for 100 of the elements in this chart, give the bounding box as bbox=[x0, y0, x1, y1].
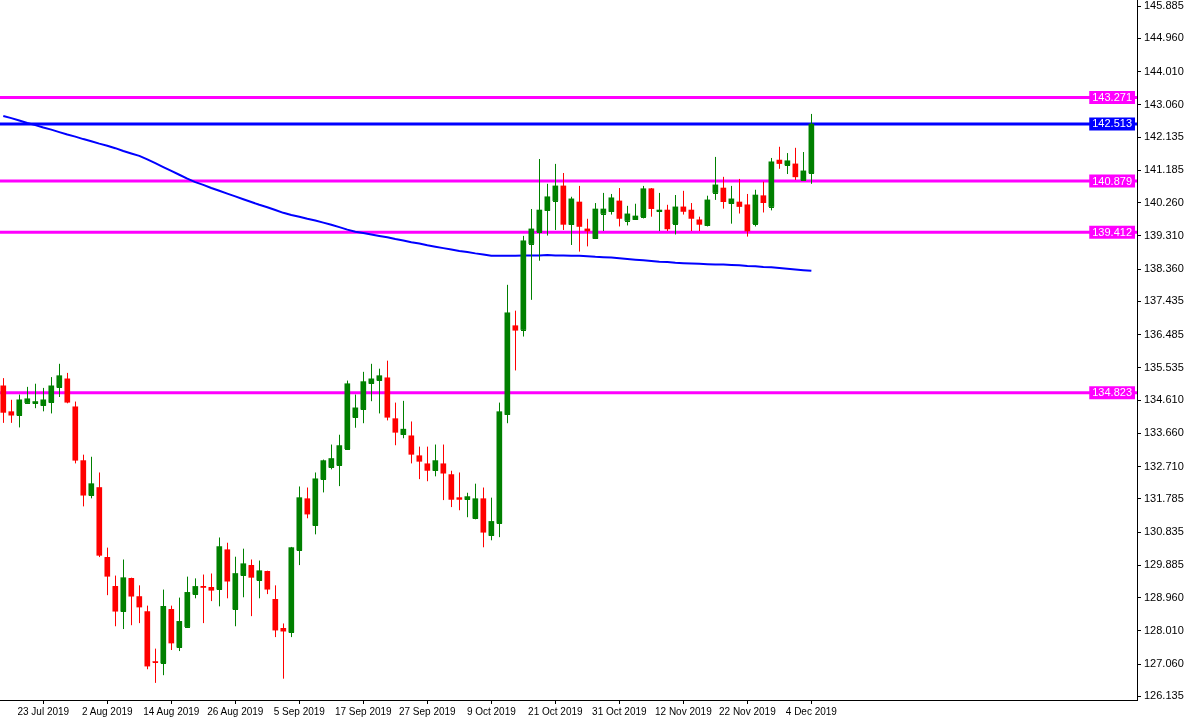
candlestick bbox=[640, 185, 647, 219]
candlestick bbox=[64, 372, 71, 404]
ref-line-label: 140.879 bbox=[1092, 174, 1132, 187]
candlestick bbox=[256, 560, 263, 599]
y-tick-label: 138.360 bbox=[1144, 262, 1184, 275]
candlestick bbox=[488, 497, 495, 541]
candlestick bbox=[448, 470, 455, 508]
candlestick bbox=[240, 548, 247, 598]
candlestick bbox=[88, 456, 95, 499]
candlestick bbox=[648, 187, 655, 218]
candlestick bbox=[40, 387, 47, 412]
candlestick bbox=[8, 399, 15, 424]
candlestick bbox=[152, 648, 159, 684]
candlestick bbox=[24, 386, 31, 405]
y-tick-label: 128.010 bbox=[1144, 623, 1184, 636]
candlestick bbox=[112, 575, 119, 627]
y-tick-label: 142.135 bbox=[1144, 130, 1184, 143]
candlestick bbox=[472, 483, 479, 520]
y-tick-label: 145.885 bbox=[1144, 0, 1184, 12]
y-tick-label: 144.010 bbox=[1144, 64, 1184, 77]
x-tick-label: 17 Sep 2019 bbox=[334, 705, 393, 717]
candlestick bbox=[32, 383, 39, 409]
y-tick-label: 139.310 bbox=[1144, 228, 1184, 241]
candlestick bbox=[136, 584, 143, 624]
candlestick bbox=[408, 420, 415, 464]
x-tick-label: 21 Oct 2019 bbox=[528, 705, 584, 717]
y-tick-label: 144.960 bbox=[1144, 31, 1184, 44]
candlestick bbox=[424, 446, 431, 482]
candlestick bbox=[760, 181, 767, 213]
x-tick-label: 22 Nov 2019 bbox=[719, 705, 777, 717]
candlestick bbox=[608, 193, 615, 216]
candlestick bbox=[336, 434, 343, 487]
candlestick bbox=[208, 572, 215, 602]
candlestick bbox=[160, 589, 167, 676]
candlestick bbox=[696, 216, 703, 232]
candlestick bbox=[280, 622, 287, 680]
candlestick bbox=[384, 360, 391, 421]
y-tick-label: 143.060 bbox=[1144, 97, 1184, 110]
x-tick-label: 5 Sep 2019 bbox=[273, 705, 326, 717]
y-tick-label: 128.960 bbox=[1144, 590, 1184, 603]
candlestick bbox=[96, 471, 103, 558]
candlestick bbox=[376, 368, 383, 414]
candlestick bbox=[392, 402, 399, 446]
candlestick bbox=[104, 547, 111, 596]
candlestick bbox=[264, 570, 271, 595]
candlestick bbox=[224, 542, 231, 599]
candlestick bbox=[0, 377, 7, 424]
candlestick bbox=[416, 446, 423, 480]
y-tick-label: 132.710 bbox=[1144, 459, 1184, 472]
candlestick bbox=[248, 559, 255, 617]
y-tick-label: 126.135 bbox=[1144, 689, 1184, 702]
candlestick bbox=[216, 536, 223, 607]
y-tick-label: 135.535 bbox=[1144, 360, 1184, 373]
candlestick bbox=[320, 459, 327, 493]
y-tick-label: 127.060 bbox=[1144, 657, 1184, 670]
candlestick bbox=[368, 363, 375, 402]
candlestick bbox=[296, 485, 303, 566]
candlestick bbox=[48, 376, 55, 414]
candlestick bbox=[288, 546, 295, 638]
candlestick bbox=[512, 310, 519, 371]
x-tick-label: 12 Nov 2019 bbox=[654, 705, 713, 717]
candlestick bbox=[480, 487, 487, 548]
ref-line-label: 139.412 bbox=[1092, 225, 1132, 238]
candlestick bbox=[544, 183, 551, 237]
candlestick bbox=[168, 605, 175, 651]
candlestick bbox=[784, 152, 791, 175]
y-tick-label: 140.260 bbox=[1144, 195, 1184, 208]
ref-line-label: 143.271 bbox=[1092, 91, 1132, 103]
candlestick bbox=[232, 556, 239, 627]
y-tick-label: 129.885 bbox=[1144, 558, 1184, 571]
y-tick-label: 136.485 bbox=[1144, 327, 1184, 340]
candlestick bbox=[304, 487, 311, 519]
x-tick-label: 23 Jul 2019 bbox=[17, 705, 70, 717]
candlestick bbox=[80, 454, 87, 507]
x-tick-label: 26 Aug 2019 bbox=[207, 705, 264, 717]
candlestick bbox=[128, 577, 135, 626]
candlestick bbox=[456, 471, 463, 511]
candlestick bbox=[120, 559, 127, 630]
candlestick bbox=[72, 401, 79, 464]
candlestick bbox=[144, 605, 151, 670]
y-tick-label: 141.185 bbox=[1144, 163, 1184, 176]
x-tick-label: 27 Sep 2019 bbox=[398, 705, 457, 717]
x-tick-label: 14 Aug 2019 bbox=[143, 705, 200, 717]
ref-line-label: 134.823 bbox=[1092, 386, 1132, 399]
x-tick-label: 4 Dec 2019 bbox=[785, 705, 838, 717]
y-tick-label: 130.835 bbox=[1144, 525, 1184, 538]
candlestick bbox=[344, 380, 351, 451]
candlestick bbox=[312, 471, 319, 535]
candlestick bbox=[328, 444, 335, 470]
y-tick-label: 137.435 bbox=[1144, 294, 1184, 307]
candlestick bbox=[432, 444, 439, 477]
x-tick-label: 9 Oct 2019 bbox=[466, 705, 517, 717]
candlestick bbox=[176, 597, 183, 652]
candlestick bbox=[192, 577, 199, 599]
candlestick bbox=[16, 394, 23, 428]
candlestick bbox=[464, 492, 471, 518]
y-tick-label: 134.610 bbox=[1144, 393, 1184, 406]
candlestick bbox=[272, 584, 279, 638]
candlestick bbox=[184, 576, 191, 628]
candlestick bbox=[56, 363, 63, 398]
